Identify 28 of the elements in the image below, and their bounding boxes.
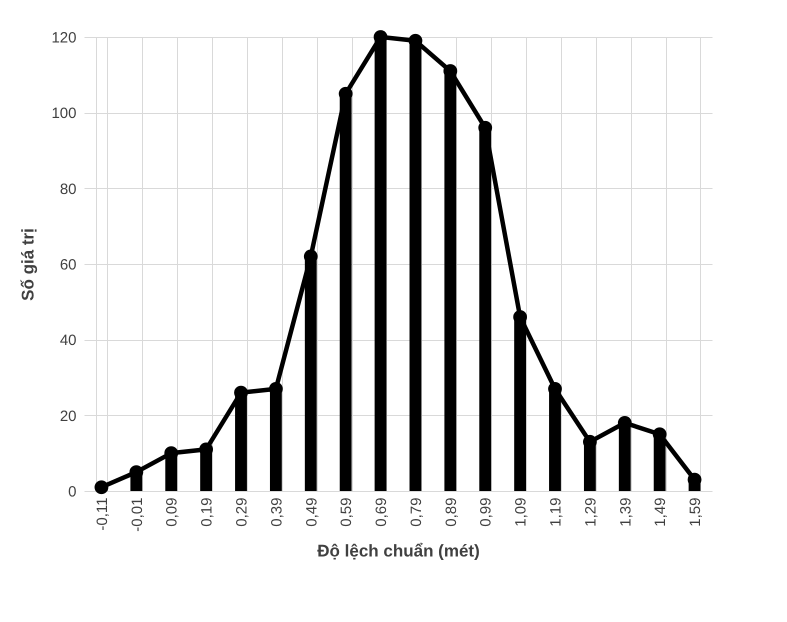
x-tick-label: 0,89 xyxy=(442,498,460,527)
x-tick-label: 0,29 xyxy=(234,498,250,527)
x-tick-label: 0,99 xyxy=(478,498,495,527)
x-tick-label: 1,09 xyxy=(512,498,530,527)
y-axis-title: Số giá trị xyxy=(18,228,38,301)
x-tick-label: 1,59 xyxy=(687,498,704,527)
y-tick-label: 120 xyxy=(51,30,76,46)
x-tick-label: 0,59 xyxy=(338,498,356,527)
x-tick-label: 1,39 xyxy=(617,498,634,527)
point xyxy=(94,480,108,494)
x-tick-label: 1,49 xyxy=(652,498,670,527)
x-tick-label: 0,19 xyxy=(198,498,216,527)
y-tick-label: 0 xyxy=(68,484,76,500)
x-tick-label: 0,09 xyxy=(164,498,181,527)
x-tick-label: -0,01 xyxy=(128,498,146,532)
y-tick-label: 20 xyxy=(60,408,76,425)
x-tick-label: 0,69 xyxy=(373,498,390,527)
x-tick-label: -0,11 xyxy=(94,498,111,531)
y-tick-label: 40 xyxy=(60,332,76,350)
x-tick-label: 0,79 xyxy=(408,498,425,527)
x-tick-label: 0,39 xyxy=(268,498,286,527)
x-tick-label: 0,49 xyxy=(303,498,320,527)
x-tick-label: 1,19 xyxy=(548,498,564,527)
y-tick-label: 100 xyxy=(51,105,76,122)
y-tick-label: 60 xyxy=(60,256,76,274)
x-axis-title: Độ lệch chuẩn (mét) xyxy=(317,542,480,561)
x-tick-label: 1,29 xyxy=(582,498,600,527)
y-tick-label: 80 xyxy=(60,180,76,198)
